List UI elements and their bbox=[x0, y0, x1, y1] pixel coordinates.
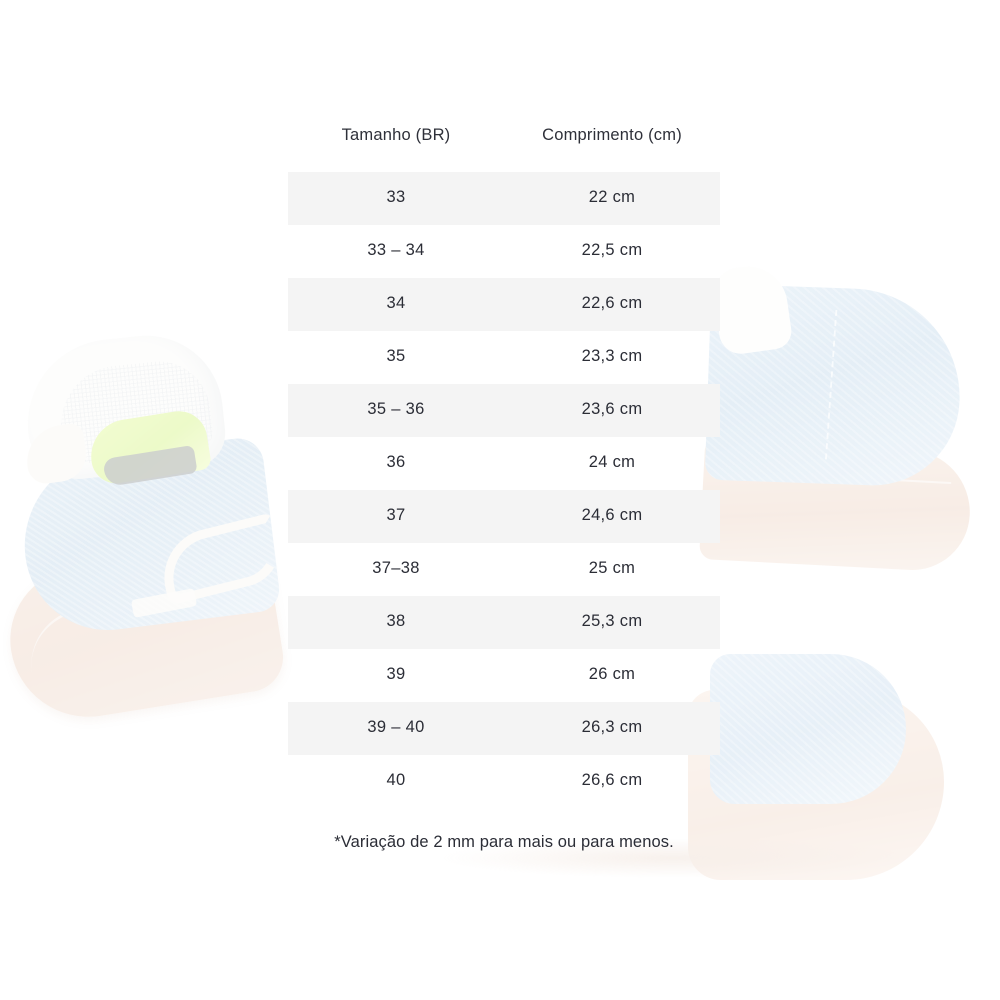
size-table: Tamanho (BR) Comprimento (cm) 33 22 cm 33 … bbox=[288, 126, 720, 808]
sole-shape bbox=[0, 537, 289, 729]
cell-length: 26,6 cm bbox=[581, 771, 643, 790]
size-table-body: 33 22 cm 33 – 34 22,5 cm 34 22,6 cm 35 23,3 cm 3… bbox=[288, 171, 720, 808]
table-row: 39 – 40 26,3 cm bbox=[288, 701, 720, 755]
collar-mesh-texture bbox=[55, 356, 215, 468]
cell-length: 22 cm bbox=[504, 171, 720, 225]
table-row: 37 24,6 cm bbox=[288, 489, 720, 543]
sole-shape bbox=[699, 439, 973, 573]
cell-size: 39 bbox=[386, 665, 406, 684]
cell-length: 22,6 cm bbox=[504, 277, 720, 331]
sole-midline bbox=[23, 579, 275, 674]
denim-upper-shape bbox=[704, 283, 964, 489]
cell-size: 35 bbox=[386, 347, 406, 366]
heel-patch-shape bbox=[22, 422, 90, 486]
cell-size: 36 bbox=[386, 453, 406, 472]
toe-stitching-shape bbox=[824, 309, 962, 469]
column-header-length: Comprimento (cm) bbox=[542, 126, 682, 144]
sneaker-toe-right-top-image bbox=[699, 261, 1000, 608]
footnote-text: *Variação de 2 mm para mais ou para meno… bbox=[334, 833, 674, 851]
table-row: 37–38 25 cm bbox=[288, 543, 720, 596]
cell-size: 39 – 40 bbox=[288, 701, 504, 755]
cell-size: 33 bbox=[288, 171, 504, 225]
collar-shape bbox=[710, 261, 794, 357]
denim-upper-shape bbox=[14, 435, 282, 640]
cell-size: 34 bbox=[288, 277, 504, 331]
column-header-size: Tamanho (BR) bbox=[341, 126, 451, 144]
cell-size: 40 bbox=[386, 771, 406, 790]
table-row: 33 – 34 22,5 cm bbox=[288, 225, 720, 278]
cell-size: 35 – 36 bbox=[288, 383, 504, 437]
insole-green-shape bbox=[85, 407, 213, 487]
shoe-label-shape bbox=[130, 588, 198, 618]
header-row: Tamanho (BR) Comprimento (cm) bbox=[288, 126, 720, 172]
table-row: 38 25,3 cm bbox=[288, 595, 720, 649]
cell-size: 33 – 34 bbox=[367, 241, 425, 260]
cell-length: 25,3 cm bbox=[504, 595, 720, 649]
sneaker-heel-left-image bbox=[0, 328, 292, 760]
cell-length: 24 cm bbox=[588, 453, 636, 472]
cell-size: 37–38 bbox=[372, 559, 420, 578]
sneaker-toe-right-bottom-image bbox=[438, 620, 988, 910]
sole-shape bbox=[688, 690, 944, 880]
cell-length: 23,3 cm bbox=[581, 347, 643, 366]
cell-length: 26 cm bbox=[588, 665, 636, 684]
cell-length: 24,6 cm bbox=[504, 489, 720, 543]
cell-length: 25 cm bbox=[588, 559, 636, 578]
table-row: 35 – 36 23,6 cm bbox=[288, 383, 720, 437]
table-row: 34 22,6 cm bbox=[288, 277, 720, 331]
insole-dark-shape bbox=[102, 444, 198, 488]
collar-shape bbox=[19, 328, 229, 484]
table-row: 36 24 cm bbox=[288, 437, 720, 490]
table-row: 39 26 cm bbox=[288, 649, 720, 702]
size-table-head: Tamanho (BR) Comprimento (cm) bbox=[288, 126, 720, 172]
denim-upper-shape bbox=[710, 654, 906, 804]
side-stripe-shape bbox=[153, 512, 289, 606]
table-row: 33 22 cm bbox=[288, 171, 720, 225]
cell-length: 22,5 cm bbox=[581, 241, 643, 260]
table-row: 35 23,3 cm bbox=[288, 331, 720, 384]
table-row: 40 26,6 cm bbox=[288, 755, 720, 808]
cell-length: 26,3 cm bbox=[504, 701, 720, 755]
cell-size: 37 bbox=[288, 489, 504, 543]
cell-size: 38 bbox=[288, 595, 504, 649]
size-chart-container: Tamanho (BR) Comprimento (cm) 33 22 cm 33 … bbox=[288, 126, 720, 808]
cell-length: 23,6 cm bbox=[504, 383, 720, 437]
